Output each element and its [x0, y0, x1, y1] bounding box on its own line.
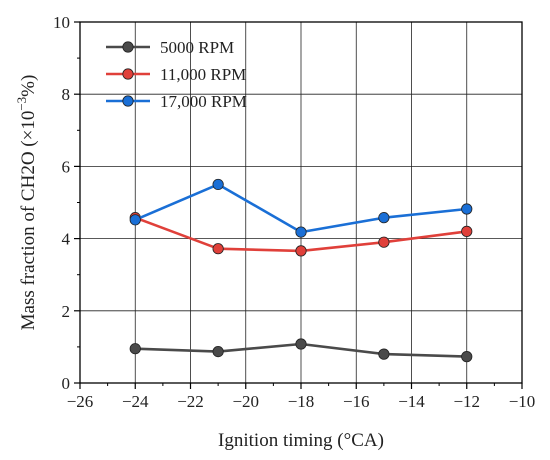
x-tick-label: −20	[232, 392, 259, 411]
data-point	[378, 212, 390, 224]
y-tick-label: 4	[62, 230, 71, 249]
series-layer	[129, 178, 473, 363]
y-tick-label: 6	[62, 157, 71, 176]
data-point	[129, 214, 141, 226]
data-point	[461, 351, 473, 363]
series-0	[129, 338, 473, 363]
legend-item: 17,000 RPM	[106, 92, 247, 111]
x-tick-label: −24	[122, 392, 149, 411]
x-tick-label: −16	[343, 392, 370, 411]
legend-marker	[122, 41, 134, 53]
x-tick-label: −26	[67, 392, 94, 411]
x-tick-label: −18	[288, 392, 315, 411]
series-2	[129, 178, 473, 238]
legend-marker	[122, 68, 134, 80]
x-axis-label: Ignition timing (°CA)	[218, 430, 384, 451]
y-axis-label: Mass fraction of CH2O (×10−3%)	[14, 75, 39, 331]
x-tick-label: −12	[453, 392, 480, 411]
data-point	[212, 178, 224, 191]
x-tick-label: −14	[398, 392, 425, 411]
data-point	[461, 203, 473, 215]
legend-item: 5000 RPM	[106, 38, 234, 57]
y-axis-label-suffix: %)	[18, 75, 39, 97]
y-tick-label: 8	[62, 85, 71, 104]
y-axis-label-prefix: Mass fraction of CH2O (×10	[18, 111, 39, 331]
grid	[80, 22, 522, 383]
data-point	[295, 226, 307, 238]
data-point	[129, 343, 141, 355]
data-point	[295, 245, 307, 257]
y-tick-label: 10	[53, 13, 70, 32]
data-point	[378, 348, 390, 360]
legend-label: 5000 RPM	[160, 38, 234, 57]
y-tick-label: 2	[62, 302, 71, 321]
ticks: −26 −24 −22 −20 −18 −16 −14 −12 −10 0 2 4 6 8 10	[53, 13, 535, 411]
legend-label: 17,000 RPM	[160, 92, 247, 111]
data-point	[212, 345, 224, 358]
x-tick-label: −10	[509, 392, 536, 411]
data-point	[461, 225, 473, 237]
legend-item: 11,000 RPM	[106, 65, 246, 84]
y-tick-label: 0	[62, 374, 71, 393]
data-point	[378, 236, 390, 248]
data-point	[295, 338, 307, 350]
legend: 5000 RPM 11,000 RPM 17,000 RPM	[106, 38, 247, 111]
x-tick-label: −22	[177, 392, 204, 411]
legend-label: 11,000 RPM	[160, 65, 246, 84]
legend-marker	[122, 95, 134, 107]
y-axis-label-exponent: −3	[14, 97, 29, 111]
data-point	[212, 243, 224, 255]
